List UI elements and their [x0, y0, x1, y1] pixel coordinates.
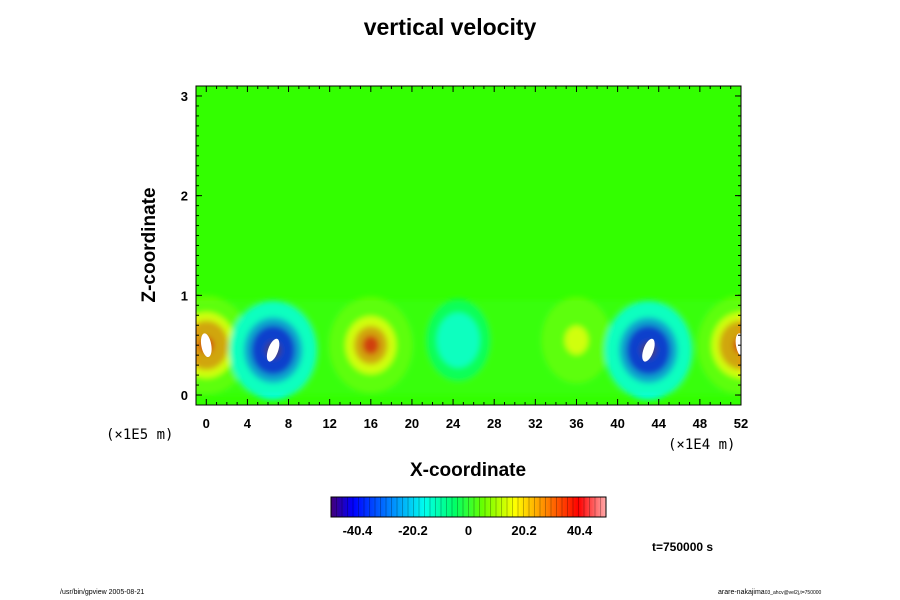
field-layer [196, 86, 741, 405]
colorbar-tick-label: -40.4 [343, 523, 373, 538]
colorbar-tick-label: 0 [465, 523, 472, 538]
footer-author: arare-nakajima03_ahcv@vel2j,t=750000 [718, 589, 821, 596]
colorbar-tick-label: -20.2 [398, 523, 428, 538]
colorbar-tick-label: 40.4 [567, 523, 593, 538]
x-tick-labels: 0 4 8 12 16 20 24 28 32 36 40 44 48 52 [203, 416, 749, 431]
x-tick-label: 48 [693, 416, 707, 431]
x-tick-label: 40 [610, 416, 624, 431]
extreme-core [642, 338, 655, 362]
footer-author-detail: 03_ahcv@vel2j,t=750000 [764, 590, 822, 596]
axis-ticks [196, 86, 742, 405]
colorbar-levels [336, 497, 601, 517]
x-tick-label: 28 [487, 416, 501, 431]
y-tick-label: 3 [181, 89, 188, 104]
chart-title: vertical velocity [363, 14, 537, 40]
field-cores [200, 333, 741, 362]
x-tick-label: 24 [446, 416, 461, 431]
x-tick-label: 4 [244, 416, 252, 431]
x-tick-label: 44 [652, 416, 667, 431]
y-tick-label: 2 [181, 189, 188, 204]
y-scale-note: (×1E5 m) [106, 427, 174, 443]
x-tick-label: 8 [285, 416, 292, 431]
x-tick-label: 0 [203, 416, 210, 431]
y-tick-label: 1 [181, 288, 188, 303]
y-tick-label: 0 [181, 388, 188, 403]
x-tick-label: 32 [528, 416, 542, 431]
x-tick-label: 16 [364, 416, 378, 431]
time-annotation: t=750000 s [652, 540, 714, 554]
x-tick-label: 52 [734, 416, 748, 431]
colorbar-labels: -40.4 -20.2 0 20.2 40.4 [343, 523, 593, 538]
extreme-core [735, 333, 741, 358]
y-axis-label: Z-coordinate [139, 187, 160, 303]
x-tick-label: 12 [322, 416, 336, 431]
extreme-core [266, 338, 280, 362]
extreme-core [200, 333, 212, 358]
x-scale-note: (×1E4 m) [668, 437, 736, 453]
colorbar-tick-label: 20.2 [511, 523, 536, 538]
x-tick-label: 36 [569, 416, 583, 431]
footer-author-name: arare-nakajima [718, 589, 765, 596]
x-tick-label: 20 [405, 416, 419, 431]
footer-command: /usr/bin/gpview 2005-08-21 [60, 589, 145, 596]
field-features [196, 295, 741, 400]
y-tick-labels: 0 1 2 3 [181, 89, 188, 403]
x-axis-label: X-coordinate [409, 460, 527, 481]
